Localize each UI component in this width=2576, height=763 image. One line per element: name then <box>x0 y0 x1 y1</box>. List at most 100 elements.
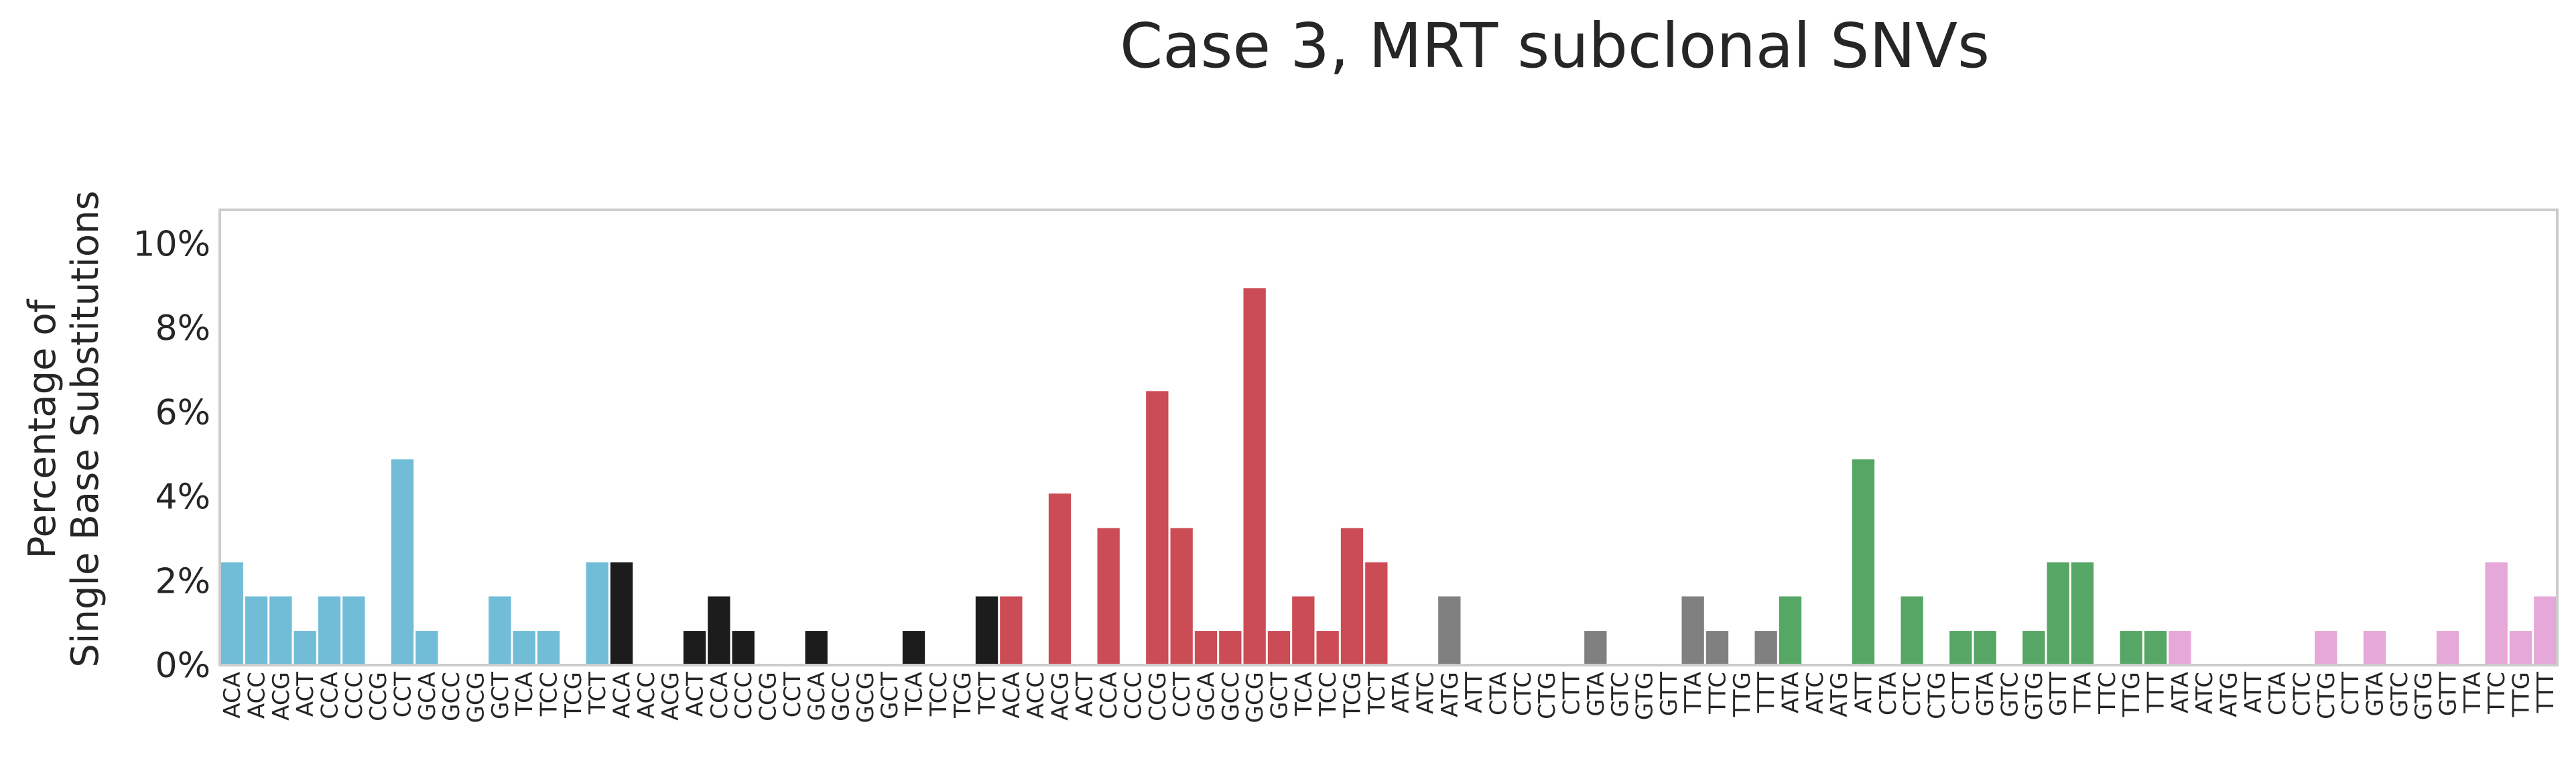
bar-43 <box>1267 631 1291 665</box>
x-tick-label: GCG <box>852 672 879 723</box>
x-tick-label: CTG <box>1924 672 1951 719</box>
bar-28 <box>902 631 925 665</box>
x-tick-label: CTC <box>1899 672 1926 716</box>
x-tick-label: ACA <box>219 672 246 719</box>
x-tick-label: CTA <box>2264 672 2291 715</box>
x-tick-label: CCA <box>1096 672 1122 719</box>
x-tick-label: ATT <box>1851 672 1878 713</box>
x-tick-label: CCG <box>1145 672 1171 721</box>
x-tick-label: TCA <box>901 672 928 717</box>
bar-0 <box>220 562 243 665</box>
bar-79 <box>2144 631 2167 665</box>
bar-19 <box>683 631 706 665</box>
x-tick-label: ATT <box>1461 672 1488 713</box>
x-tick-label: GCA <box>803 672 830 721</box>
bar-46 <box>1340 528 1364 665</box>
x-tick-label: ACG <box>657 672 684 721</box>
bar-95 <box>2534 596 2557 665</box>
x-tick-label: TTG <box>2118 672 2145 717</box>
x-tick-label: CTG <box>1534 672 1561 719</box>
x-tick-label: GCC <box>438 672 465 721</box>
x-tick-label: GTT <box>1656 672 1683 716</box>
x-tick-label: GTG <box>2410 672 2437 720</box>
bar-78 <box>2120 631 2142 665</box>
x-tick-label: CCT <box>390 672 417 717</box>
x-tick-label: GCT <box>1267 672 1293 719</box>
chart-title: Case 3, MRT subclonal SNVs <box>1120 10 1990 82</box>
bar-34 <box>1048 493 1072 665</box>
bar-13 <box>537 631 560 665</box>
bar-3 <box>294 631 316 665</box>
bar-80 <box>2169 631 2191 665</box>
bar-63 <box>1754 631 1777 665</box>
bar-31 <box>975 596 999 665</box>
y-tick-label: 8% <box>155 308 211 349</box>
y-tick-label: 10% <box>133 224 210 264</box>
y-tick-label: 2% <box>155 561 211 601</box>
x-tick-label: ACA <box>609 672 636 719</box>
x-tick-label: ACT <box>682 672 709 717</box>
x-tick-label: TTC <box>2094 672 2121 715</box>
x-tick-label: TTC <box>2484 672 2510 715</box>
bar-41 <box>1219 631 1242 665</box>
x-tick-label: TTA <box>1680 672 1707 714</box>
x-tick-label: CCA <box>317 672 344 719</box>
bar-11 <box>489 596 511 665</box>
x-tick-label: CCT <box>779 672 806 717</box>
x-tick-label: TCG <box>1340 672 1366 719</box>
bar-4 <box>318 596 341 665</box>
x-tick-label: ATG <box>2216 672 2243 717</box>
bar-16 <box>610 562 633 665</box>
x-tick-label: ATA <box>2167 672 2194 713</box>
x-tick-label: TCT <box>1364 672 1391 715</box>
bar-1 <box>245 596 268 665</box>
x-tick-label: TCA <box>1291 672 1317 717</box>
x-tick-label: CTC <box>2289 672 2316 716</box>
x-tick-label: ATG <box>1826 672 1853 717</box>
x-tick-label: CCT <box>1169 672 1196 717</box>
x-tick-label: GTT <box>2435 672 2462 716</box>
bar-20 <box>708 596 730 665</box>
x-tick-label: ACG <box>268 672 295 721</box>
y-axis-ticks: 0% 2% 4% 6% 8% 10% <box>133 224 210 686</box>
bar-93 <box>2485 562 2508 665</box>
x-tick-label: ATC <box>1802 672 1829 714</box>
plot-frame <box>218 209 2559 666</box>
x-tick-label: GCA <box>1194 672 1220 721</box>
x-tick-label: ACC <box>633 672 660 719</box>
bar-44 <box>1292 596 1315 665</box>
bar-86 <box>2315 631 2337 665</box>
x-tick-label: ACG <box>1047 672 1074 721</box>
x-tick-label: GTC <box>2386 672 2413 717</box>
bar-38 <box>1146 391 1169 665</box>
x-tick-label: GCG <box>463 672 490 723</box>
bar-24 <box>805 631 828 665</box>
x-tick-label: ATA <box>1778 672 1805 713</box>
bar-71 <box>1949 631 1972 665</box>
x-tick-label: TTT <box>1753 672 1780 713</box>
x-tick-label: GTG <box>2021 672 2048 720</box>
bar-32 <box>1000 596 1023 665</box>
x-tick-label: ACC <box>244 672 271 719</box>
x-tick-label: CCC <box>730 672 757 719</box>
x-tick-label: TTC <box>1705 672 1732 715</box>
x-tick-label: GTG <box>1632 672 1659 720</box>
bar-5 <box>342 596 365 665</box>
bar-74 <box>2022 631 2045 665</box>
bar-39 <box>1170 528 1193 665</box>
bar-60 <box>1681 596 1704 665</box>
bar-12 <box>513 631 535 665</box>
x-tick-label: GCT <box>487 672 514 719</box>
y-tick-label: 4% <box>155 477 211 518</box>
bar-40 <box>1194 631 1218 665</box>
bar-72 <box>1974 631 1996 665</box>
y-axis-label-line1: Percentage of <box>21 298 64 559</box>
bar-47 <box>1365 562 1388 665</box>
x-tick-label: ACT <box>1072 672 1098 717</box>
x-tick-label: TCA <box>511 672 538 717</box>
x-tick-label: ATG <box>1437 672 1464 717</box>
x-tick-label: GCG <box>1242 672 1269 723</box>
x-tick-label: CCG <box>755 672 782 721</box>
x-axis-ticks: ACAACCACGACTCCACCCCCGCCTGCAGCCGCGGCTTCAT… <box>219 672 2559 723</box>
